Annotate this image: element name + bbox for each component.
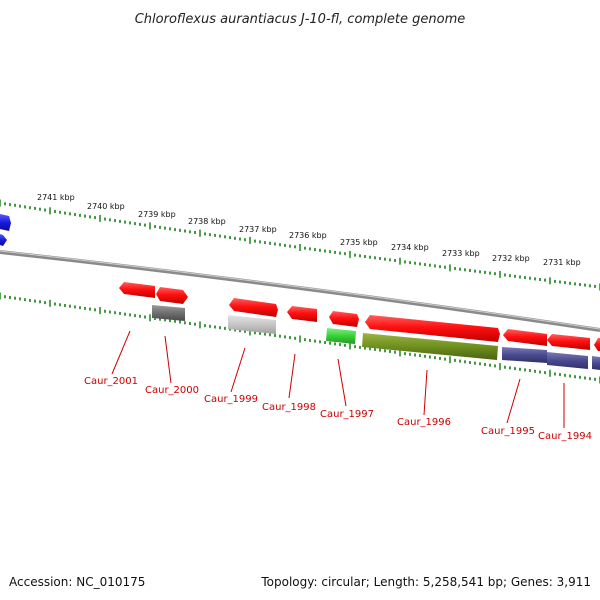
gene-label-caur-1994: Caur_1994 bbox=[538, 431, 592, 442]
gene-label-caur-1999: Caur_1999 bbox=[204, 394, 258, 405]
gene-label-caur-2001: Caur_2001 bbox=[84, 376, 138, 387]
kbp-label-2738: 2738 kbp bbox=[188, 217, 226, 226]
gene-label-caur-1996: Caur_1996 bbox=[397, 417, 451, 428]
gene-caur-2001[interactable] bbox=[119, 282, 155, 298]
inner-scale-ruler bbox=[0, 292, 600, 384]
gene-callout-lines bbox=[111, 330, 565, 428]
kbp-label-2732: 2732 kbp bbox=[492, 254, 530, 263]
gene-caur-1994-red[interactable] bbox=[547, 334, 590, 350]
kbp-label-2733: 2733 kbp bbox=[442, 249, 480, 258]
gene-labels: Caur_2001 Caur_2000 Caur_1999 Caur_1998 … bbox=[84, 376, 592, 442]
gene-caur-1995[interactable] bbox=[502, 347, 547, 363]
gene-label-caur-1995: Caur_1995 bbox=[481, 426, 535, 437]
gene-caur-1996-red[interactable] bbox=[365, 315, 500, 342]
gene-caur-1999-red[interactable] bbox=[229, 298, 278, 317]
kbp-label-2740: 2740 kbp bbox=[87, 202, 125, 211]
gene-caur-1997-red[interactable] bbox=[329, 311, 359, 327]
kbp-label-2737: 2737 kbp bbox=[239, 225, 277, 234]
gene-red-edge[interactable] bbox=[594, 338, 600, 351]
gene-caur-2000[interactable] bbox=[152, 305, 185, 321]
kbp-label-2741: 2741 kbp bbox=[37, 193, 75, 202]
callout-line-caur-1996 bbox=[423, 369, 428, 416]
genome-title: Chloroflexus aurantiacus J-10-fl, comple… bbox=[135, 12, 466, 27]
callout-line-caur-1997 bbox=[337, 358, 347, 407]
genome-backbone-highlight bbox=[0, 250, 600, 330]
kbp-label-2735: 2735 kbp bbox=[340, 238, 378, 247]
gene-purple-edge[interactable] bbox=[592, 356, 600, 370]
kbp-label-2736: 2736 kbp bbox=[289, 231, 327, 240]
gene-caur-1996[interactable] bbox=[362, 333, 498, 360]
gene-label-caur-1997: Caur_1997 bbox=[320, 409, 374, 420]
gene-features bbox=[0, 214, 600, 370]
kbp-scale-labels: 2741 kbp 2740 kbp 2739 kbp 2738 kbp 2737… bbox=[37, 193, 581, 267]
genome-backbone bbox=[0, 250, 600, 332]
gene-blue-arrow-top[interactable] bbox=[0, 214, 11, 231]
gene-caur-1999[interactable] bbox=[228, 315, 276, 334]
outer-scale-ruler bbox=[0, 199, 600, 291]
callout-line-caur-2001 bbox=[111, 330, 131, 375]
gene-caur-1998[interactable] bbox=[287, 306, 317, 322]
gene-caur-1995-red[interactable] bbox=[503, 329, 547, 346]
topology-text: Topology: circular; Length: 5,258,541 bp… bbox=[260, 575, 591, 589]
callout-line-caur-2000 bbox=[164, 335, 172, 384]
callout-line-caur-1995 bbox=[506, 378, 521, 424]
kbp-label-2739: 2739 kbp bbox=[138, 210, 176, 219]
gene-caur-1997[interactable] bbox=[326, 328, 356, 344]
kbp-label-2731: 2731 kbp bbox=[543, 258, 581, 267]
callout-line-caur-1999 bbox=[230, 347, 246, 393]
callout-line-caur-1998 bbox=[288, 353, 296, 399]
accession-text: Accession: NC_010175 bbox=[9, 575, 145, 589]
gene-label-caur-2000: Caur_2000 bbox=[145, 385, 199, 396]
gene-blue-arrow-lower[interactable] bbox=[0, 234, 7, 246]
gene-caur-1994[interactable] bbox=[547, 352, 588, 369]
gene-caur-2000-red[interactable] bbox=[156, 287, 188, 304]
gene-label-caur-1998: Caur_1998 bbox=[262, 402, 316, 413]
kbp-label-2734: 2734 kbp bbox=[391, 243, 429, 252]
